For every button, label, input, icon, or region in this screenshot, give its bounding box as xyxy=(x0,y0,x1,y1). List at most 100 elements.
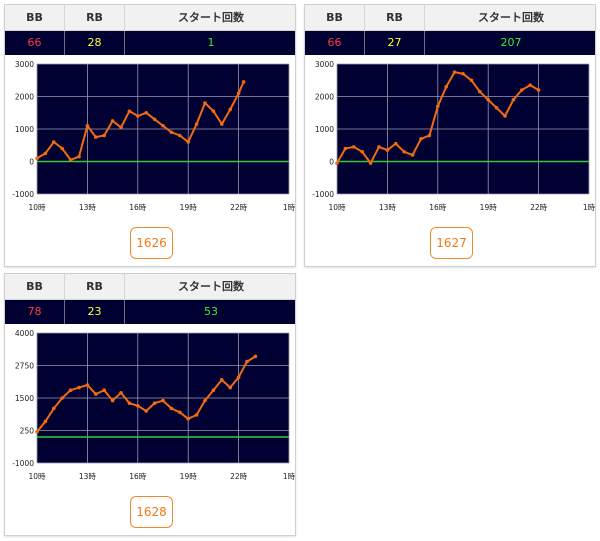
table-header: BB RB スタート回数 xyxy=(5,274,295,300)
data-point xyxy=(110,119,115,123)
y-tick-label: 1000 xyxy=(15,125,34,134)
data-point xyxy=(161,398,165,403)
data-point xyxy=(394,141,398,146)
data-point xyxy=(60,396,64,400)
data-point xyxy=(536,88,541,92)
data-point xyxy=(119,125,123,130)
data-point xyxy=(178,133,182,138)
data-point xyxy=(136,404,140,408)
data-point xyxy=(520,88,524,92)
data-point xyxy=(444,84,448,89)
x-tick-label: 13時 xyxy=(79,203,97,212)
x-tick-label: 16時 xyxy=(129,472,147,481)
data-point xyxy=(52,140,56,144)
data-point xyxy=(186,417,190,421)
data-point xyxy=(486,97,490,102)
data-point xyxy=(194,122,199,126)
x-tick-label: 10時 xyxy=(28,472,46,481)
data-point xyxy=(77,154,81,159)
y-tick-label: -1000 xyxy=(312,190,334,199)
data-point xyxy=(335,161,339,165)
x-tick-label: 19時 xyxy=(480,203,498,212)
data-point xyxy=(136,114,140,118)
x-tick-label: 22時 xyxy=(530,203,548,212)
data-point xyxy=(127,109,132,113)
data-point xyxy=(402,149,406,154)
data-point xyxy=(410,153,415,157)
data-point xyxy=(102,388,106,392)
x-tick-label: 1時 xyxy=(283,472,296,481)
header-bb: BB xyxy=(305,5,365,31)
x-tick-label: 22時 xyxy=(230,472,248,481)
data-point xyxy=(68,158,73,162)
header-start: スタート回数 xyxy=(178,11,244,24)
data-point xyxy=(511,97,516,102)
y-tick-label: 4000 xyxy=(15,329,34,338)
y-tick-label: 0 xyxy=(29,158,34,167)
data-point xyxy=(203,398,207,403)
y-tick-label: 0 xyxy=(329,158,334,167)
header-bb: BB xyxy=(5,274,65,300)
start-count: 1 xyxy=(207,36,215,49)
data-point xyxy=(469,78,474,83)
data-point xyxy=(52,406,56,411)
start-count: 207 xyxy=(500,36,522,49)
data-point xyxy=(152,401,157,405)
data-point xyxy=(241,80,246,84)
data-point xyxy=(427,133,432,138)
data-point xyxy=(169,406,174,411)
data-point xyxy=(228,107,232,112)
data-point xyxy=(110,398,115,403)
data-point xyxy=(43,419,48,424)
data-point xyxy=(419,136,423,141)
table-header: BB RB スタート回数 xyxy=(5,5,295,31)
header-bb: BB xyxy=(5,5,65,31)
slump-chart: 3000 2000 1000 0 -1000 10時 13時 16時 19時 22時 1時 xyxy=(312,60,595,212)
header-rb: RB xyxy=(65,5,125,31)
data-point xyxy=(220,122,224,126)
y-tick-label: 250 xyxy=(20,427,35,436)
data-point xyxy=(94,392,98,396)
data-point xyxy=(343,146,348,151)
data-point xyxy=(385,148,390,152)
data-point xyxy=(178,410,182,415)
data-point xyxy=(60,146,64,151)
slump-chart: 3000 2000 1000 0 -1000 10時 13時 16時 19時 22時 1時 xyxy=(12,60,295,212)
data-point xyxy=(436,104,440,109)
values-row: 66 27 207 xyxy=(305,31,595,55)
rb-count: 23 xyxy=(65,300,125,324)
data-point xyxy=(68,388,73,392)
data-point xyxy=(352,145,356,149)
rb-count: 28 xyxy=(65,31,125,55)
machine-card-1628: BB RB スタート回数 78 23 53 4000 2750 1500 250 -10… xyxy=(4,273,296,536)
machine-number-button[interactable]: 1627 xyxy=(430,227,473,259)
data-point xyxy=(528,83,532,87)
rb-count: 27 xyxy=(365,31,425,55)
data-point xyxy=(144,110,148,115)
data-point xyxy=(220,378,224,382)
data-point xyxy=(203,101,207,105)
data-point xyxy=(152,117,157,122)
bb-count: 66 xyxy=(5,31,65,55)
data-point xyxy=(503,114,507,118)
y-tick-label: 1000 xyxy=(315,125,334,134)
data-point xyxy=(35,430,39,434)
y-tick-label: 2000 xyxy=(315,93,334,102)
x-tick-label: 19時 xyxy=(180,203,198,212)
data-point xyxy=(35,156,39,161)
header-start: スタート回数 xyxy=(478,11,544,24)
bb-count: 78 xyxy=(5,300,65,324)
data-point xyxy=(211,109,216,113)
data-point xyxy=(245,359,249,364)
data-point xyxy=(102,133,106,138)
data-point xyxy=(236,91,241,96)
machine-card-1626: BB RB スタート回数 66 28 1 3000 2000 1000 0 -1000 1… xyxy=(4,4,296,267)
y-tick-label: 1500 xyxy=(15,394,34,403)
data-point xyxy=(94,135,98,139)
data-point xyxy=(494,106,499,110)
data-point xyxy=(85,383,90,387)
machine-number-button[interactable]: 1626 xyxy=(130,227,173,259)
header-start: スタート回数 xyxy=(178,280,244,293)
machine-number-button[interactable]: 1628 xyxy=(130,496,173,528)
data-point xyxy=(127,401,132,405)
